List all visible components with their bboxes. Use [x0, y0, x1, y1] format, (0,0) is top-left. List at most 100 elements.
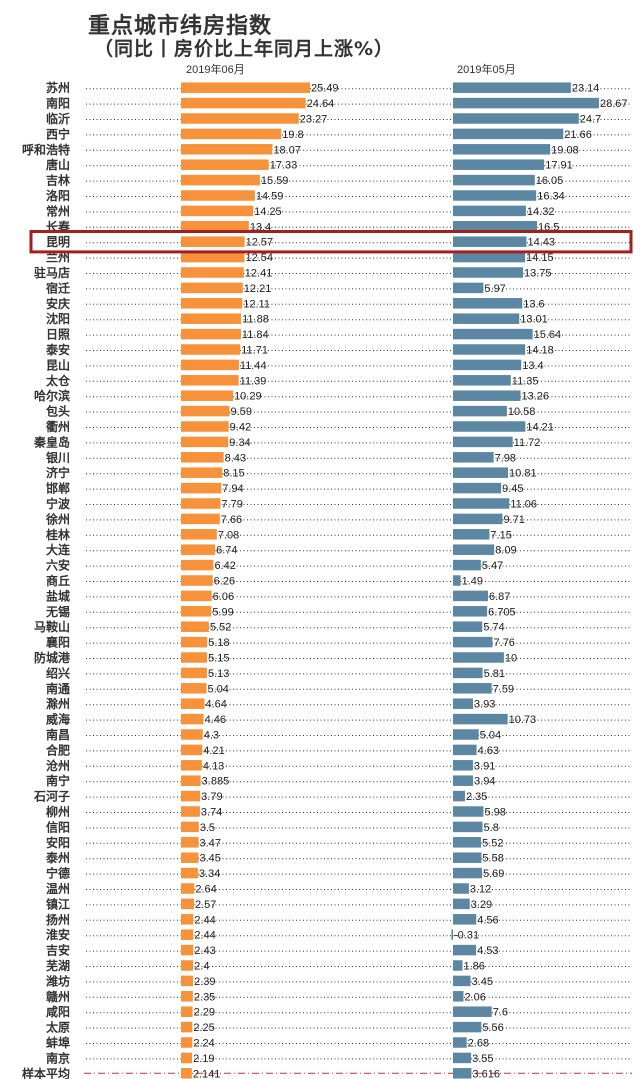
bar-june [181, 159, 269, 170]
value-label-june: 4.46 [205, 714, 226, 726]
value-label-may: 13.6 [523, 298, 544, 310]
bar-june [181, 729, 203, 740]
bar-may [453, 991, 464, 1002]
bar-june [181, 744, 203, 756]
bar-june [181, 914, 194, 925]
bar-may [453, 1052, 472, 1064]
bar-may [453, 251, 526, 263]
value-label-june: 6.26 [214, 576, 235, 588]
highlight-box [29, 230, 633, 254]
bar-may [453, 159, 545, 170]
bar-june [181, 221, 249, 232]
value-label-june: 5.13 [208, 668, 229, 680]
bar-may [453, 344, 526, 355]
value-label-may: 10.58 [508, 406, 536, 418]
category-label: 宁德 [46, 866, 70, 881]
value-label-may: 14.43 [527, 237, 555, 249]
category-label: 哈尔滨 [34, 388, 70, 403]
category-label: 潍坊 [45, 973, 70, 988]
bar-may [453, 82, 571, 93]
bar-june [181, 359, 239, 371]
category-label: 济宁 [46, 465, 70, 480]
bar-may [453, 944, 477, 956]
category-label: 邯郸 [46, 481, 70, 496]
bar-june [181, 498, 221, 509]
value-label-june: 10.29 [234, 391, 262, 403]
bar-june [181, 97, 306, 109]
bar-may [453, 683, 492, 694]
bar-june [181, 82, 310, 93]
value-label-may: 4.56 [477, 914, 498, 926]
value-label-june: 6.06 [213, 591, 234, 603]
category-label: 宿迁 [46, 280, 70, 295]
value-label-june: 3.79 [201, 791, 222, 803]
category-label: 镇江 [46, 896, 70, 911]
value-label-june: 14.25 [254, 206, 282, 218]
bar-may [453, 328, 533, 340]
value-label-june: 6.74 [216, 545, 237, 557]
category-label: 昆明 [46, 235, 70, 249]
category-label: 吉安 [46, 943, 70, 958]
series-label-june: 2019年06月 [186, 64, 245, 76]
bar-june [181, 144, 273, 155]
value-label-june: 18.07 [273, 144, 301, 156]
bar-june [181, 790, 201, 802]
value-label-june: 9.42 [230, 422, 251, 434]
value-label-june: 2.29 [194, 1007, 215, 1019]
value-label-may: 14.32 [527, 206, 555, 218]
bar-may [453, 144, 551, 155]
value-label-may: 7.15 [490, 529, 511, 541]
bar-june [181, 821, 199, 833]
bar-may [453, 852, 482, 863]
value-label-may: 16.05 [536, 175, 564, 187]
bar-june [181, 713, 204, 725]
bar-june [181, 128, 282, 140]
value-label-may: 3.29 [471, 899, 492, 911]
bar-may [453, 883, 469, 894]
bar-may [453, 914, 477, 925]
category-label: 太仓 [46, 373, 71, 388]
bar-may [453, 513, 503, 525]
value-label-may: -0.31 [454, 930, 479, 942]
bar-june [181, 636, 208, 648]
bar-may [453, 975, 471, 987]
bar-june [181, 852, 199, 863]
value-label-may: 14.18 [526, 345, 554, 357]
bar-may [453, 1006, 492, 1017]
bar-june [181, 806, 200, 817]
value-label-june: 8.43 [225, 452, 246, 464]
bar-may [453, 636, 493, 648]
category-label: 商丘 [46, 573, 70, 588]
value-label-june: 2.57 [195, 899, 216, 911]
bar-june [181, 375, 239, 386]
category-label: 太原 [46, 1020, 70, 1035]
bar-may [453, 467, 509, 478]
value-label-may: 15.64 [534, 329, 562, 341]
bar-june [181, 606, 212, 617]
bar-may [453, 652, 504, 663]
bar-may [453, 174, 535, 186]
value-label-may: 6.87 [489, 591, 510, 603]
bar-june [181, 944, 194, 956]
value-label-may: 5.69 [483, 868, 504, 880]
value-label-may: 1.86 [463, 961, 484, 973]
bar-may [453, 698, 474, 709]
bar-june [181, 328, 241, 340]
bar-may [453, 837, 482, 848]
bar-may [453, 267, 524, 278]
value-label-may: 2.68 [468, 1038, 489, 1050]
value-label-june: 9.34 [229, 437, 250, 449]
value-label-may: 19.08 [551, 144, 579, 156]
value-label-june: 3.5 [200, 822, 215, 834]
category-label: 南阳 [46, 96, 70, 111]
category-label: 宁波 [46, 496, 71, 511]
value-label-may: 2.06 [464, 991, 485, 1003]
bar-may [453, 190, 537, 201]
value-label-may: 3.12 [470, 884, 491, 896]
bar-june [181, 1006, 193, 1017]
value-label-may: 13.26 [522, 391, 550, 403]
bar-june [181, 590, 212, 602]
bar-may [453, 498, 510, 509]
category-label: 淮安 [46, 927, 70, 942]
value-label-june: 7.08 [218, 529, 239, 541]
